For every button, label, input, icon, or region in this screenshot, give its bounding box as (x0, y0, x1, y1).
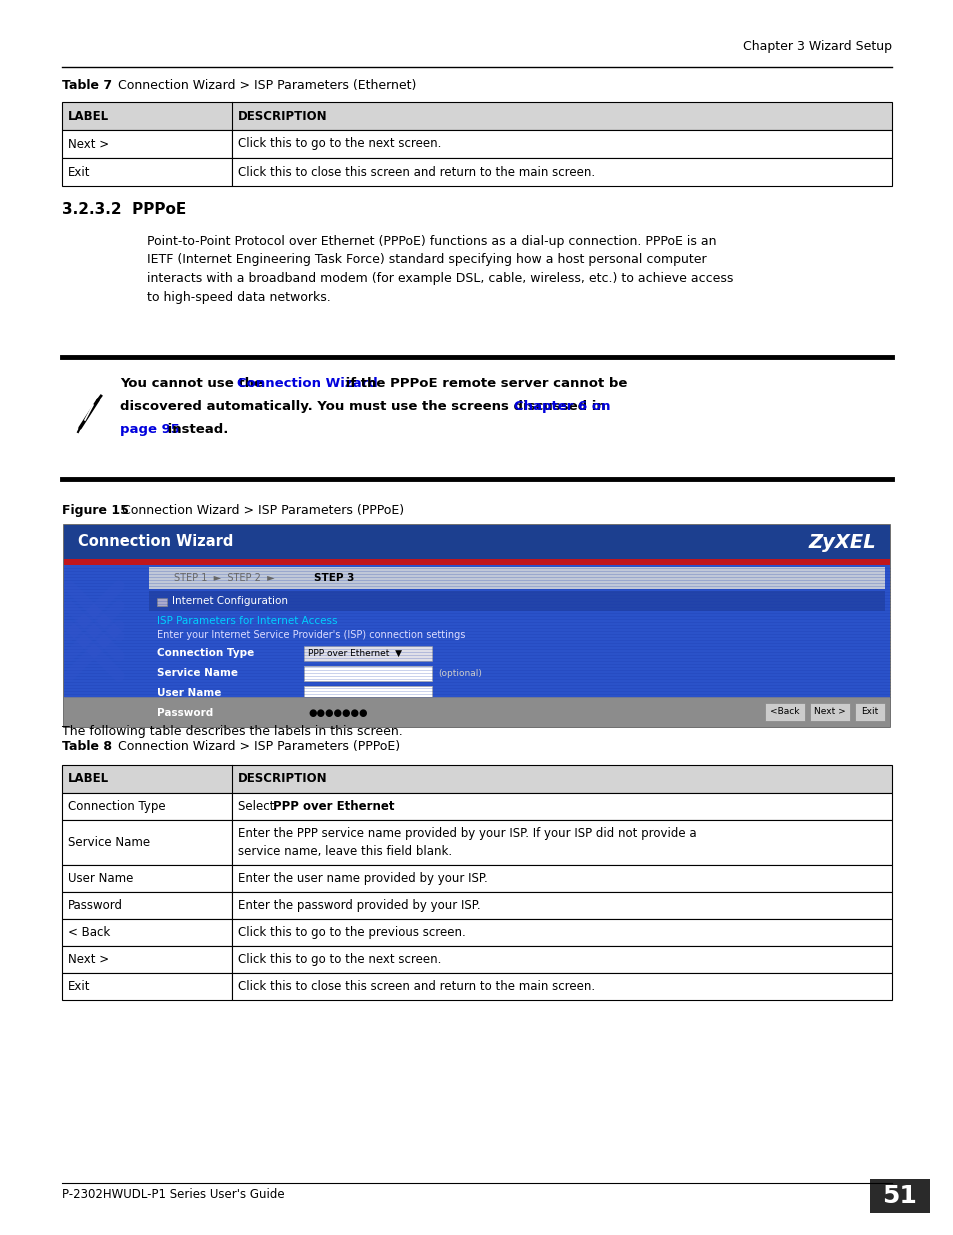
Text: LABEL: LABEL (68, 773, 109, 785)
Text: Service Name: Service Name (68, 836, 150, 848)
Bar (232, 864, 891, 892)
Text: Exit: Exit (861, 708, 878, 716)
Text: Internet Configuration: Internet Configuration (172, 597, 288, 606)
Bar (304, 666, 432, 680)
Text: Connection Type: Connection Type (68, 800, 166, 813)
Text: if the PPPoE remote server cannot be: if the PPPoE remote server cannot be (341, 377, 627, 390)
Text: Next >: Next > (813, 708, 845, 716)
Text: Password: Password (157, 708, 213, 718)
Text: Select: Select (238, 800, 278, 813)
Text: <Back: <Back (769, 708, 799, 716)
Bar (64, 525, 889, 727)
Text: Exit: Exit (68, 165, 91, 179)
Text: Table 8: Table 8 (62, 740, 112, 753)
Text: Password: Password (68, 899, 123, 911)
Text: PPP over Ethernet: PPP over Ethernet (273, 800, 395, 813)
Bar (62, 892, 232, 919)
Text: User Name: User Name (157, 688, 221, 698)
Bar (232, 130, 891, 158)
Bar (62, 946, 232, 973)
Text: Connection Wizard > ISP Parameters (PPPoE): Connection Wizard > ISP Parameters (PPPo… (106, 740, 399, 753)
Text: Service Name: Service Name (157, 668, 237, 678)
Text: Click this to close this screen and return to the main screen.: Click this to close this screen and retu… (238, 981, 595, 993)
Bar (232, 946, 891, 973)
Bar (304, 705, 432, 720)
Bar (232, 973, 891, 1000)
Text: (optional): (optional) (437, 668, 481, 678)
Bar (304, 685, 432, 700)
Text: ZyXEL: ZyXEL (807, 532, 875, 552)
Text: STEP 3: STEP 3 (314, 573, 354, 583)
Bar (62, 820, 232, 864)
Bar (157, 598, 167, 606)
Bar (64, 559, 889, 564)
Text: User Name: User Name (68, 872, 133, 885)
Bar (64, 697, 889, 727)
Text: ISP Parameters for Internet Access: ISP Parameters for Internet Access (157, 616, 337, 626)
Text: Connection Wizard > ISP Parameters (PPPoE): Connection Wizard > ISP Parameters (PPPo… (110, 504, 404, 517)
Bar (62, 130, 232, 158)
Bar (64, 564, 889, 697)
Text: Chapter 6 on: Chapter 6 on (513, 400, 610, 412)
Text: page 95: page 95 (120, 424, 180, 436)
Text: Connection Wizard > ISP Parameters (Ethernet): Connection Wizard > ISP Parameters (Ethe… (106, 79, 416, 91)
Bar (62, 158, 232, 186)
Bar (809, 703, 849, 721)
Text: Connection Wizard: Connection Wizard (236, 377, 377, 390)
Bar (149, 567, 884, 589)
Bar (869, 1179, 929, 1213)
Text: Connection Wizard: Connection Wizard (78, 535, 233, 550)
Text: Next >: Next > (68, 953, 109, 966)
Text: Enter the password provided by your ISP.: Enter the password provided by your ISP. (238, 899, 480, 911)
Text: Figure 15: Figure 15 (62, 504, 129, 517)
Bar (764, 703, 804, 721)
Text: Click this to go to the next screen.: Click this to go to the next screen. (238, 953, 441, 966)
Text: .: . (367, 800, 371, 813)
Text: ●●●●●●●: ●●●●●●● (308, 708, 367, 718)
Bar (232, 158, 891, 186)
Text: DESCRIPTION: DESCRIPTION (238, 110, 328, 122)
Text: Next >: Next > (68, 137, 109, 151)
Bar (62, 764, 891, 793)
Bar (232, 919, 891, 946)
Text: LABEL: LABEL (68, 110, 109, 122)
Text: Table 7: Table 7 (62, 79, 112, 91)
Bar (64, 525, 889, 559)
Text: instead.: instead. (163, 424, 228, 436)
Text: PPP over Ethernet  ▼: PPP over Ethernet ▼ (308, 648, 401, 657)
Bar (232, 793, 891, 820)
Bar (62, 793, 232, 820)
Text: The following table describes the labels in this screen.: The following table describes the labels… (62, 725, 402, 739)
Text: Enter your Internet Service Provider's (ISP) connection settings: Enter your Internet Service Provider's (… (157, 630, 465, 640)
Text: Enter the PPP service name provided by your ISP. If your ISP did not provide a
s: Enter the PPP service name provided by y… (238, 827, 696, 858)
Bar (62, 864, 232, 892)
Text: STEP 1  ►  STEP 2  ►: STEP 1 ► STEP 2 ► (173, 573, 280, 583)
Text: Click this to go to the previous screen.: Click this to go to the previous screen. (238, 926, 465, 939)
Bar (854, 703, 884, 721)
Bar (232, 820, 891, 864)
Bar (62, 919, 232, 946)
Text: Click this to close this screen and return to the main screen.: Click this to close this screen and retu… (238, 165, 595, 179)
Text: < Back: < Back (68, 926, 111, 939)
Text: discovered automatically. You must use the screens discussed in: discovered automatically. You must use t… (120, 400, 610, 412)
Text: Connection Type: Connection Type (157, 648, 254, 658)
Text: Point-to-Point Protocol over Ethernet (PPPoE) functions as a dial-up connection.: Point-to-Point Protocol over Ethernet (P… (147, 235, 733, 304)
Text: P-2302HWUDL-P1 Series User's Guide: P-2302HWUDL-P1 Series User's Guide (62, 1188, 284, 1202)
Bar (304, 646, 432, 661)
Text: You cannot use the: You cannot use the (120, 377, 268, 390)
Bar (232, 892, 891, 919)
Text: Enter the user name provided by your ISP.: Enter the user name provided by your ISP… (238, 872, 487, 885)
Text: Exit: Exit (68, 981, 91, 993)
Bar (62, 973, 232, 1000)
Text: DESCRIPTION: DESCRIPTION (238, 773, 328, 785)
Bar (62, 103, 891, 130)
Text: 51: 51 (882, 1184, 917, 1208)
Text: Chapter 3 Wizard Setup: Chapter 3 Wizard Setup (742, 40, 891, 53)
Text: Click this to go to the next screen.: Click this to go to the next screen. (238, 137, 441, 151)
Bar (149, 592, 884, 611)
Text: 3.2.3.2  PPPoE: 3.2.3.2 PPPoE (62, 203, 186, 217)
